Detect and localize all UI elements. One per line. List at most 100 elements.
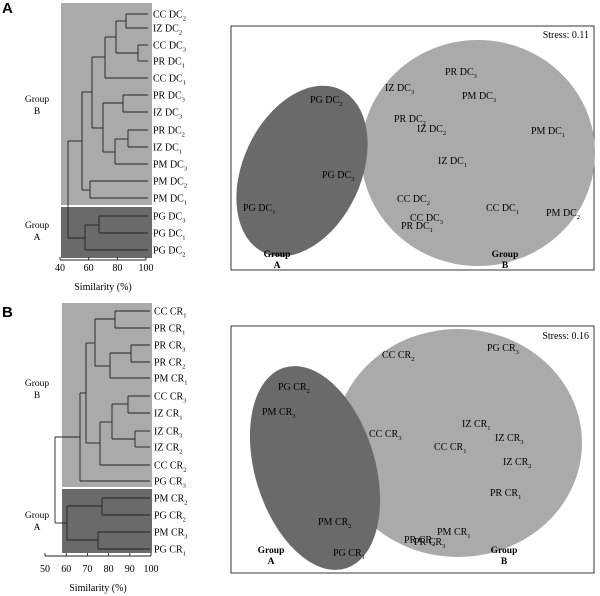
axis-tick-label: 60	[84, 263, 94, 274]
group-a-label: Group	[25, 511, 50, 521]
mds-point-label: PG DC3	[322, 170, 354, 183]
panel-letter-a: A	[2, 0, 13, 17]
group-a-band	[62, 489, 152, 553]
leaf-label: CC DC1	[153, 74, 186, 87]
mds-point-label: PG CR2	[278, 382, 310, 395]
mds-point-label: PR DC1	[401, 221, 433, 234]
leaf-label: IZ DC2	[153, 24, 182, 37]
mds-point-label: PR CR2	[404, 535, 435, 548]
stress-label: Stress: 0.11	[543, 30, 589, 41]
leaf-label: PG CR2	[154, 511, 186, 524]
group-a-band	[61, 207, 152, 258]
group-b-tag-letter: B	[502, 261, 509, 271]
mds-frame-b	[230, 325, 595, 574]
mds-point-label: PM CR3	[262, 407, 296, 420]
group-b-band	[61, 3, 152, 205]
mds-point-label: IZ CR3	[495, 433, 524, 446]
leaf-label: CC CR3	[154, 392, 186, 405]
mds-point-label: CC CR1	[434, 442, 466, 455]
mds-point-label: PM DC2	[546, 208, 580, 221]
mds-point-label: PM DC3	[462, 91, 496, 104]
leaf-label: PM DC1	[153, 194, 187, 207]
leaf-label: PG DC2	[153, 246, 185, 259]
panel-letter-b: B	[2, 304, 13, 321]
mds-point-label: IZ DC3	[385, 83, 414, 96]
group-a-label-letter: A	[34, 233, 41, 243]
group-a-ellipse	[236, 85, 368, 257]
leaf-label: PG CR3	[154, 477, 186, 490]
leaf-label: PR DC2	[153, 126, 185, 139]
mds-point-label: IZ DC1	[438, 156, 467, 169]
group-b-label: Group	[25, 379, 50, 389]
leaf-label: PR CR2	[154, 358, 185, 371]
mds-point-label: IZ DC2	[417, 124, 446, 137]
leaf-label: PR DC3	[153, 91, 185, 104]
mds-point-label: PG DC1	[243, 203, 275, 216]
leaf-label: PG DC1	[153, 229, 185, 242]
axis-tick-label: 100	[144, 564, 159, 575]
leaf-label: IZ CR2	[154, 443, 183, 456]
leaf-label: PM CR3	[154, 528, 188, 541]
leaf-label: PR CR3	[154, 341, 185, 354]
leaf-label: IZ DC1	[153, 143, 182, 156]
mds-point-label: PM CR2	[318, 517, 352, 530]
axis-tick-label: 70	[82, 564, 92, 575]
mds-point-label: PR CR3	[414, 537, 445, 550]
mds-point-label: PM CR1	[437, 527, 471, 540]
mds-point-label: CC CR3	[369, 429, 401, 442]
mds-point-label: PR DC2	[394, 114, 426, 127]
leaf-label: PG CR1	[154, 545, 186, 558]
mds-point-label: PG DC2	[310, 95, 342, 108]
leaf-label: CC CR1	[154, 307, 186, 320]
group-a-tag-letter: A	[274, 261, 281, 271]
group-b-tag: Group	[492, 250, 519, 260]
leaf-label: CC CR2	[154, 461, 186, 474]
group-b-ellipse	[334, 329, 582, 557]
axis-tick-label: 60	[61, 564, 71, 575]
leaf-label: PM CR2	[154, 494, 188, 507]
leaf-label: PM DC2	[153, 177, 187, 190]
leaf-label: PR CR1	[154, 324, 185, 337]
mds-point-label: CC CR2	[382, 350, 414, 363]
leaf-label: PG DC3	[153, 212, 185, 225]
axis-tick-label: 90	[125, 564, 135, 575]
axis-tick-label: 50	[40, 564, 50, 575]
mds-point-label: IZ CR1	[462, 419, 491, 432]
leaf-label: CC DC2	[153, 10, 186, 23]
group-b-label-letter: B	[34, 391, 40, 401]
group-b-label-letter: B	[34, 107, 40, 117]
group-a-label-letter: A	[34, 523, 41, 533]
group-b-band	[62, 303, 152, 487]
group-a-label: Group	[25, 221, 50, 231]
axis-tick-label: 40	[55, 263, 65, 274]
mds-point-label: CC DC1	[486, 203, 519, 216]
group-a-tag-letter: A	[268, 557, 275, 567]
group-b-label: Group	[25, 95, 50, 105]
mds-point-label: CC DC3	[410, 213, 443, 226]
leaf-label: PR DC1	[153, 57, 185, 70]
leaf-label: PM CR1	[154, 374, 188, 387]
mds-point-label: PG CR1	[333, 548, 365, 561]
axis-title: Similarity (%)	[74, 282, 132, 293]
leaf-label: IZ CR3	[154, 427, 183, 440]
mds-point-label: PR DC3	[445, 67, 477, 80]
leaf-label: CC DC3	[153, 41, 186, 54]
mds-point-label: IZ CR2	[503, 457, 532, 470]
group-b-ellipse	[361, 40, 595, 266]
axis-tick-label: 80	[104, 564, 114, 575]
axis-title: Similarity (%)	[69, 583, 127, 594]
mds-point-label: PG CR3	[487, 343, 519, 356]
group-a-ellipse	[249, 366, 381, 570]
leaf-label: PM DC3	[153, 160, 187, 173]
axis-tick-label: 80	[112, 263, 122, 274]
mds-point-label: CC DC2	[397, 194, 430, 207]
mds-point-label: PR CR1	[490, 488, 521, 501]
axis-tick-label: 100	[139, 263, 154, 274]
leaf-label: IZ CR1	[154, 409, 183, 422]
group-a-tag: Group	[258, 546, 285, 556]
leaf-label: IZ DC3	[153, 108, 182, 121]
mds-point-label: PM DC1	[531, 126, 565, 139]
